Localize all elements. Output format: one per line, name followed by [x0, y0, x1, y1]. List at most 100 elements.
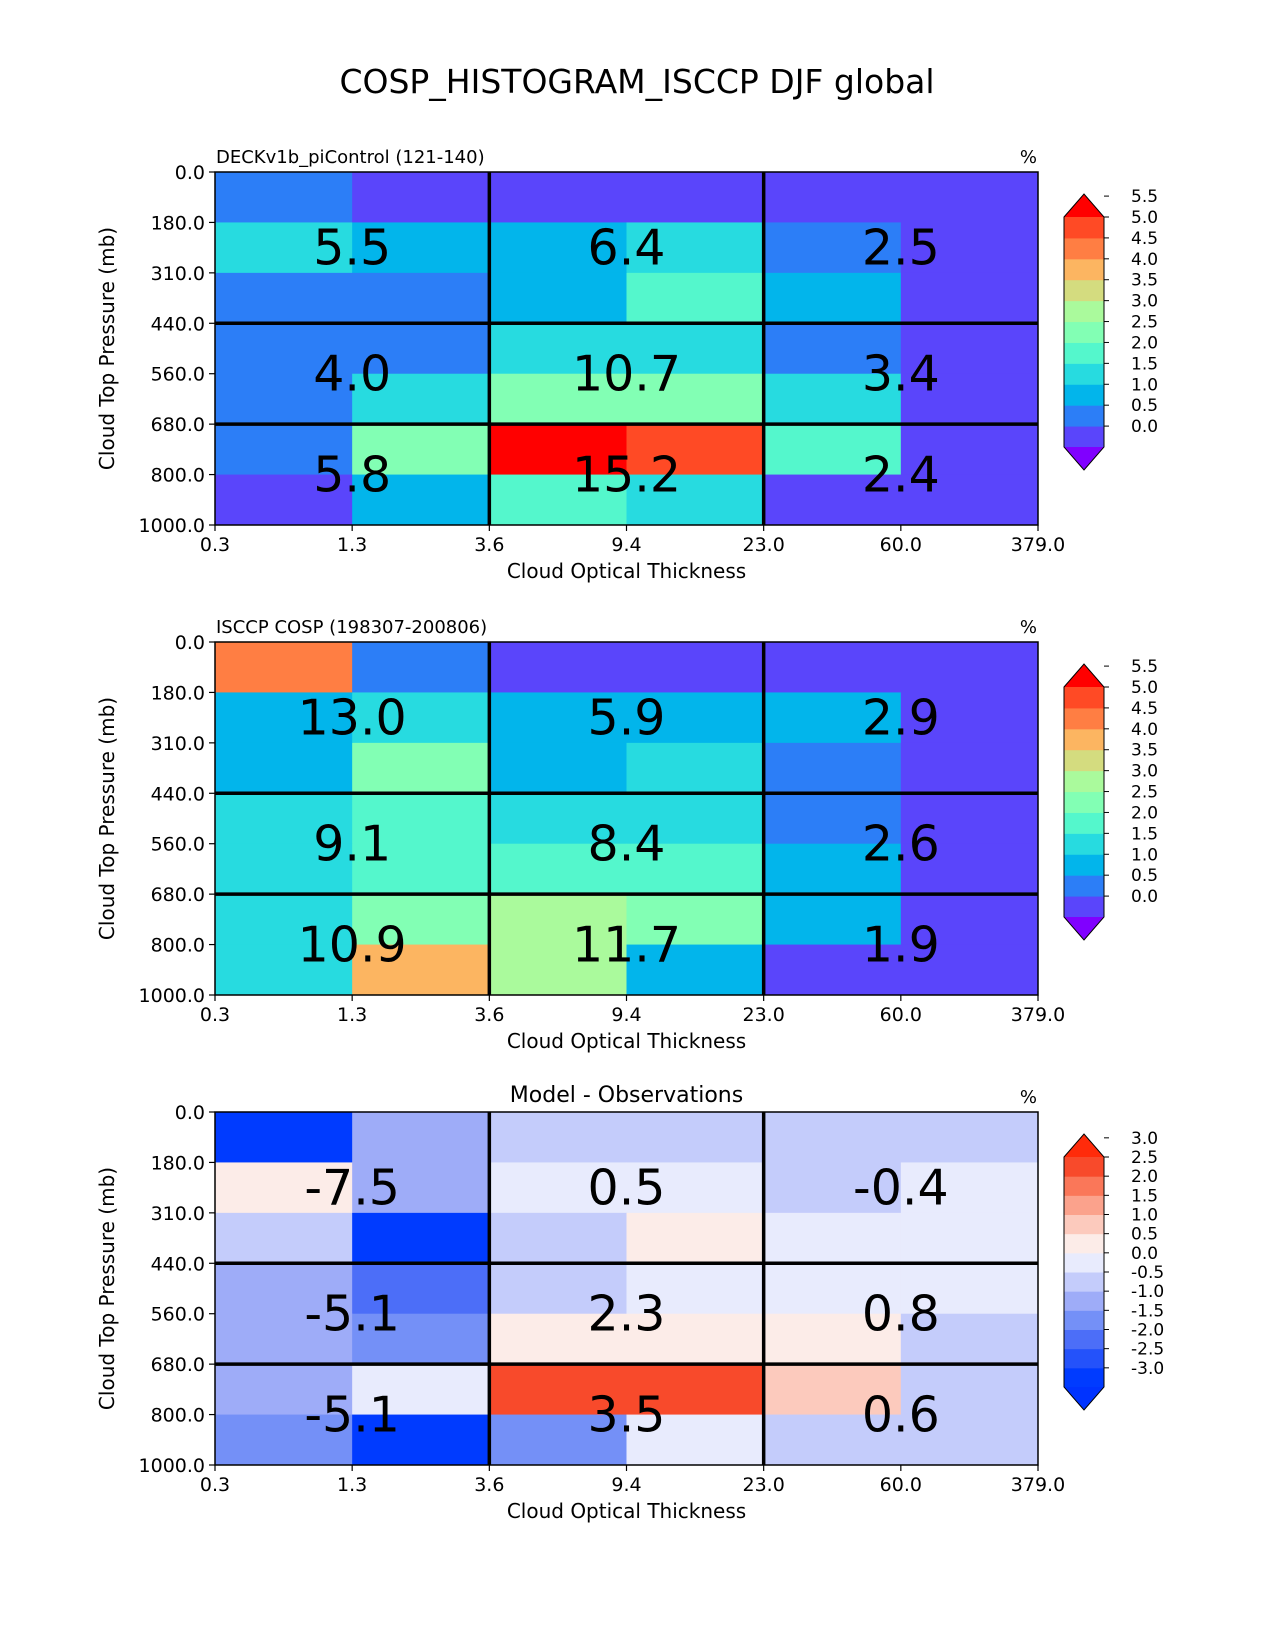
block-sum-label: 6.4	[588, 220, 666, 277]
heatmap-cell	[215, 843, 353, 895]
x-tick-label: 379.0	[1011, 534, 1065, 556]
heatmap-cell	[763, 1162, 902, 1214]
colorbar-tick-label: 0.5	[1131, 1225, 1158, 1245]
heatmap-cell	[626, 474, 765, 526]
heatmap-cell	[489, 1212, 627, 1264]
x-tick-label: 23.0	[743, 1004, 785, 1026]
colorbar-tick-label: 2.0	[1131, 803, 1158, 823]
colorbar-segment	[1064, 707, 1104, 730]
heatmap-cell	[215, 742, 353, 794]
units-label: %	[1020, 1087, 1037, 1108]
x-tick-label: 0.3	[200, 1474, 230, 1496]
heatmap-cell	[352, 894, 490, 946]
block-sum-label: -5.1	[304, 1286, 400, 1343]
heatmap-cell	[215, 172, 353, 223]
colorbar-tick-label: 3.5	[1131, 741, 1158, 761]
colorbar-segment	[1064, 1367, 1104, 1388]
y-tick-label: 800.0	[151, 465, 205, 487]
heatmap-cell	[489, 424, 627, 476]
colorbar-under-arrow	[1064, 1387, 1104, 1410]
heatmap-cell	[489, 172, 627, 223]
heatmap-cell	[352, 222, 490, 274]
block-sum-label: 8.4	[588, 816, 666, 873]
y-tick-label: 1000.0	[139, 1455, 205, 1477]
heatmap-cell	[352, 272, 490, 324]
block-sum-label: 9.1	[313, 816, 391, 873]
heatmap-cell	[626, 323, 765, 375]
colorbar-tick-label: -3.0	[1131, 1359, 1164, 1379]
heatmap-cell	[900, 742, 1039, 794]
block-sum-label: -7.5	[304, 1160, 400, 1217]
heatmap-cell	[626, 642, 765, 693]
heatmap-cell	[489, 222, 627, 274]
heatmap-cell	[900, 323, 1039, 375]
heatmap-cell	[489, 373, 627, 425]
block-sum-label: 2.6	[862, 816, 940, 873]
block-sum-label: 2.5	[862, 220, 940, 277]
heatmap-cell	[626, 424, 765, 476]
colorbar-segment	[1064, 1214, 1104, 1235]
heatmap-cell	[215, 474, 353, 526]
heatmap-cell	[215, 1162, 353, 1214]
heatmap-cell	[763, 1364, 902, 1416]
heatmap-cell	[763, 1414, 902, 1466]
units-label: %	[1020, 617, 1037, 638]
colorbar: -3.0-2.5-2.0-1.5-1.0-0.50.00.51.01.52.02…	[1063, 1129, 1164, 1411]
y-tick-label: 310.0	[151, 263, 205, 285]
colorbar-tick-label: 1.5	[1131, 354, 1158, 374]
y-tick-label: 680.0	[151, 884, 205, 906]
heatmap-cell	[900, 894, 1039, 946]
heatmap-cell	[763, 793, 902, 845]
heatmap-cell	[626, 222, 765, 274]
heatmap-cell	[626, 373, 765, 425]
heatmap-panel-1: 5.5 6.4 2.5 4.0 10.7 3.4 5.8 15.2 2.4 0.3 1.3 3.6 9.…	[95, 147, 1158, 583]
block-sum-label: 15.2	[572, 447, 681, 504]
heatmap-cell	[215, 1263, 353, 1315]
block-sum-label: 2.3	[588, 1286, 666, 1343]
heatmap-cell	[352, 642, 490, 693]
colorbar-tick-label: 0.5	[1131, 396, 1158, 416]
y-tick-label: 1000.0	[139, 985, 205, 1007]
colorbar-tick-label: 4.0	[1131, 720, 1158, 740]
heatmap-cell	[626, 1263, 765, 1315]
colorbar-tick-label: 2.0	[1131, 333, 1158, 353]
block-sum-label: -0.4	[853, 1160, 949, 1217]
heatmap-cell	[489, 642, 627, 693]
block-sum-label: 1.9	[862, 917, 940, 974]
colorbar-segment	[1064, 749, 1104, 772]
y-tick-label: 1000.0	[139, 515, 205, 537]
heatmap-cell	[900, 424, 1039, 476]
colorbar-segment	[1064, 300, 1104, 323]
colorbar-segment	[1064, 1157, 1104, 1177]
colorbar-tick-label: 5.5	[1131, 187, 1158, 207]
heatmap-cell	[489, 944, 627, 996]
heatmap-cell	[352, 742, 490, 794]
x-tick-label: 0.3	[200, 1004, 230, 1026]
x-axis-label: Cloud Optical Thickness	[507, 559, 746, 583]
x-tick-label: 3.6	[474, 534, 504, 556]
heatmap-cell	[215, 222, 353, 274]
y-tick-label: 0.0	[175, 1102, 205, 1124]
heatmap-cell	[489, 894, 627, 946]
heatmap-cell	[215, 1112, 353, 1163]
colorbar-segment	[1064, 1329, 1104, 1350]
x-tick-label: 0.3	[200, 534, 230, 556]
colorbar-tick-label: 4.0	[1131, 250, 1158, 270]
heatmap-cell	[489, 793, 627, 845]
heatmap-cell	[215, 894, 353, 946]
heatmap-cell	[215, 424, 353, 476]
heatmap-cell	[900, 1112, 1039, 1163]
x-tick-label: 9.4	[611, 534, 641, 556]
x-tick-label: 23.0	[743, 1474, 785, 1496]
colorbar-segment	[1064, 1291, 1104, 1311]
x-axis-label: Cloud Optical Thickness	[507, 1029, 746, 1053]
x-tick-label: 60.0	[880, 1474, 922, 1496]
heatmap-cell	[900, 1364, 1039, 1416]
colorbar-segment	[1064, 217, 1104, 239]
block-sum-label: 11.7	[572, 917, 681, 974]
heatmap-cell	[352, 793, 490, 845]
heatmap-cell	[900, 692, 1039, 744]
y-tick-label: 680.0	[151, 1354, 205, 1376]
heatmap-cell	[626, 272, 765, 324]
